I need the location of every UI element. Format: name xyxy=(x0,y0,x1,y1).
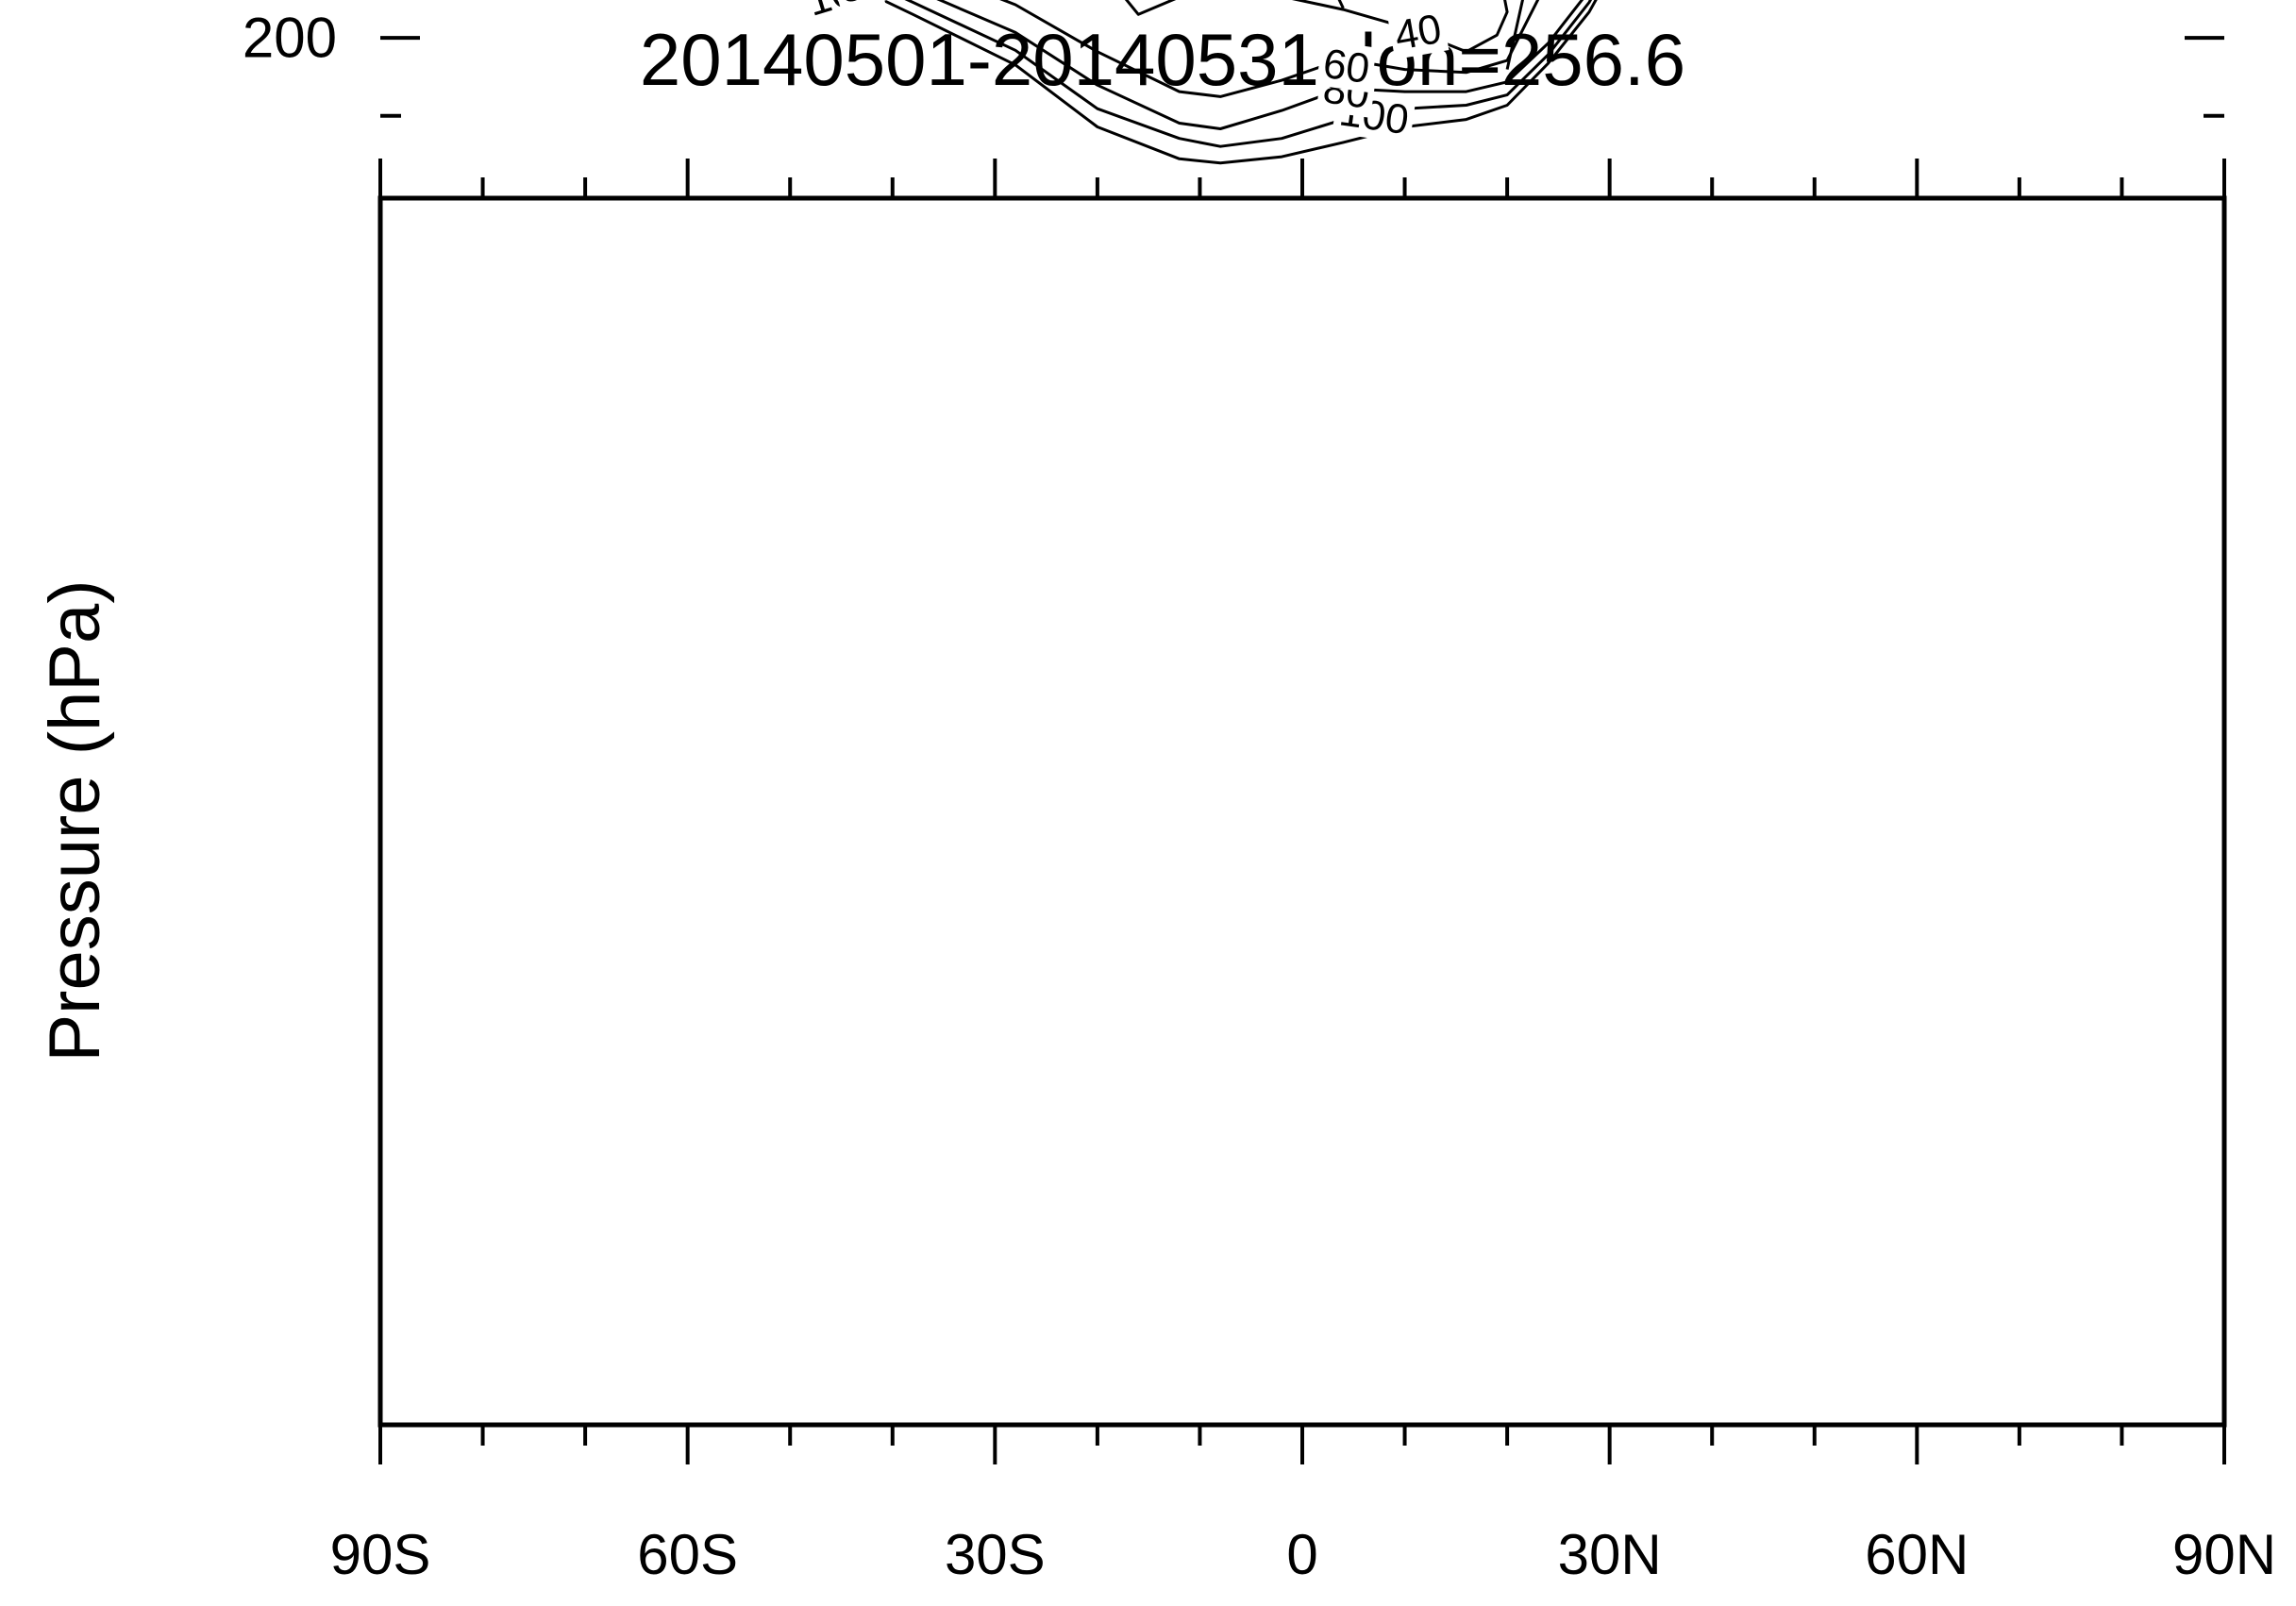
x-tick-label: 0 xyxy=(1286,1523,1317,1586)
plot-frame xyxy=(377,195,2227,1428)
contour-label-bg xyxy=(1386,5,1450,60)
contour-label-3: 40 xyxy=(1386,5,1450,60)
x-tick-label: 90S xyxy=(330,1523,431,1586)
y-axis-label: Pressure (hPa) xyxy=(35,579,115,1062)
contour-line-60-3 xyxy=(999,0,1540,98)
x-tick-label: 90N xyxy=(2172,1523,2276,1586)
tick-labels: 90S60S30S030N60N90N200400600800 xyxy=(243,7,2276,1586)
x-tick-label: 60N xyxy=(1865,1523,1969,1586)
contour-label-text: 60 xyxy=(1320,41,1372,92)
x-tick-label: 60S xyxy=(637,1523,738,1586)
contour-line-80-2 xyxy=(936,0,1584,130)
y-tick-label: 200 xyxy=(243,7,337,70)
contour-label-bg xyxy=(796,0,886,26)
chart-title: 20140501-20140531, lon=256.6 xyxy=(640,18,1685,101)
axis-ticks xyxy=(378,36,2226,1464)
x-tick-label: 30N xyxy=(1558,1523,1662,1586)
contour-label-2: 60 xyxy=(1316,40,1377,93)
x-tick-label: 30S xyxy=(945,1523,1046,1586)
contour-label-bg xyxy=(1316,40,1377,93)
contour-label-text: 40 xyxy=(1391,6,1445,59)
contour-line-40-4 xyxy=(1124,0,1509,54)
